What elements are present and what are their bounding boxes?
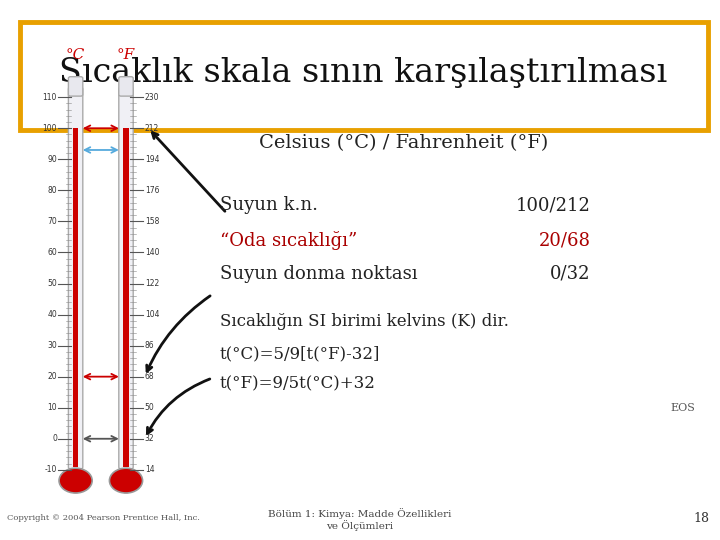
Text: 30: 30: [47, 341, 57, 350]
Text: 140: 140: [145, 248, 159, 257]
Text: t(°C)=5/9[t(°F)-32]: t(°C)=5/9[t(°F)-32]: [220, 345, 380, 362]
Text: EOS: EOS: [670, 403, 695, 413]
Text: Bölüm 1: Kimya: Madde Özellikleri
ve Ölçümleri: Bölüm 1: Kimya: Madde Özellikleri ve Ölç…: [269, 508, 451, 531]
Text: 20: 20: [48, 372, 57, 381]
Text: t(°F)=9/5t(°C)+32: t(°F)=9/5t(°C)+32: [220, 375, 375, 392]
Text: 68: 68: [145, 372, 154, 381]
Text: Sıcaklığın SI birimi kelvins (K) dir.: Sıcaklığın SI birimi kelvins (K) dir.: [220, 313, 508, 330]
Text: 60: 60: [47, 248, 57, 257]
FancyBboxPatch shape: [68, 87, 83, 469]
Text: 122: 122: [145, 279, 159, 288]
Text: Suyun k.n.: Suyun k.n.: [220, 196, 318, 214]
FancyBboxPatch shape: [119, 87, 133, 469]
Text: 86: 86: [145, 341, 154, 350]
Text: Suyun donma noktası: Suyun donma noktası: [220, 265, 417, 283]
Text: 194: 194: [145, 155, 159, 164]
Bar: [123, 128, 129, 467]
Text: Copyright © 2004 Pearson Prentice Hall, Inc.: Copyright © 2004 Pearson Prentice Hall, …: [7, 515, 200, 522]
Text: 0/32: 0/32: [550, 265, 590, 283]
Circle shape: [110, 469, 142, 492]
Text: 104: 104: [145, 310, 159, 319]
Text: °F: °F: [117, 48, 135, 62]
FancyBboxPatch shape: [20, 22, 708, 130]
Bar: [73, 128, 78, 467]
Text: Celsius (°C) / Fahrenheit (°F): Celsius (°C) / Fahrenheit (°F): [258, 134, 548, 152]
Text: 212: 212: [145, 124, 159, 133]
Text: 90: 90: [47, 155, 57, 164]
Text: 230: 230: [145, 93, 159, 102]
Text: 18: 18: [693, 512, 709, 525]
Text: 80: 80: [48, 186, 57, 195]
Text: Sıcaklık skala sının karşılaştırılması: Sıcaklık skala sının karşılaştırılması: [60, 57, 667, 89]
Text: 10: 10: [48, 403, 57, 412]
Text: 176: 176: [145, 186, 159, 195]
Text: 50: 50: [47, 279, 57, 288]
Text: 100: 100: [42, 124, 57, 133]
FancyBboxPatch shape: [119, 77, 133, 96]
FancyBboxPatch shape: [68, 77, 83, 96]
Text: 20/68: 20/68: [539, 231, 590, 249]
Text: 0: 0: [52, 434, 57, 443]
Text: 70: 70: [47, 217, 57, 226]
Text: 100/212: 100/212: [516, 196, 590, 214]
Text: -10: -10: [45, 465, 57, 474]
Text: 158: 158: [145, 217, 159, 226]
Text: 14: 14: [145, 465, 154, 474]
Text: 50: 50: [145, 403, 155, 412]
Text: 40: 40: [47, 310, 57, 319]
Text: 32: 32: [145, 434, 154, 443]
Text: 110: 110: [42, 93, 57, 102]
Circle shape: [60, 469, 91, 492]
Text: °C: °C: [66, 48, 85, 62]
Text: “Oda sıcaklığı”: “Oda sıcaklığı”: [220, 231, 357, 250]
